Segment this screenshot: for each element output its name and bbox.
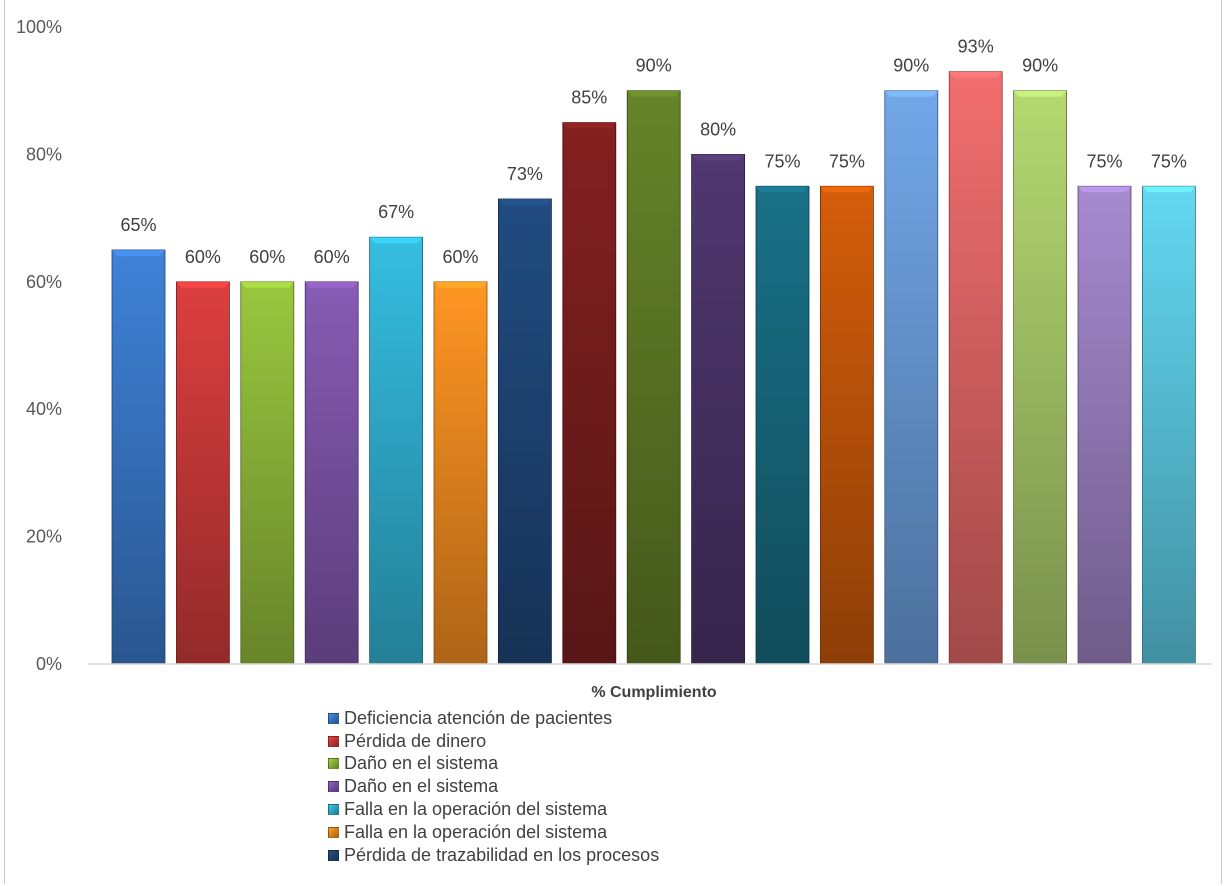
bar-top-cap (1013, 90, 1067, 97)
legend-swatch (328, 781, 339, 793)
bar (433, 281, 488, 665)
bar (240, 281, 295, 665)
data-label: 75% (1086, 151, 1122, 171)
data-label: 75% (1151, 151, 1187, 171)
y-tick-label: 60% (26, 272, 62, 292)
bar (497, 198, 552, 665)
legend-swatch (328, 758, 339, 770)
legend-item: Daño en el sistema (328, 775, 659, 798)
y-tick-label: 40% (26, 399, 62, 419)
y-tick-label: 100% (16, 17, 62, 37)
legend: Deficiencia atención de pacientes Pérdida… (328, 707, 659, 867)
bar-top-cap (498, 198, 552, 205)
legend-item: Falla en la operación del sistema (328, 821, 659, 844)
data-label: 75% (829, 151, 865, 171)
y-tick-label: 80% (26, 144, 62, 164)
bar-top-cap (884, 90, 938, 97)
bar (1142, 185, 1196, 665)
data-labels-group: 65% 60% 60% 60% 67% 60% 73% 85% 90% 80% 75% 75% 90% 9… (120, 37, 1186, 267)
legend-item: Pérdida de trazabilidad en los procesos (328, 844, 659, 867)
bar-top-cap (240, 281, 294, 288)
legend-item: Falla en la operación del sistema (328, 798, 659, 821)
bar-top-cap (691, 154, 745, 161)
legend-label: Daño en el sistema (344, 776, 499, 797)
legend-label: Falla en la operación del sistema (344, 799, 608, 820)
legend-label: Falla en la operación del sistema (344, 821, 608, 842)
legend-swatch (328, 712, 339, 724)
legend-label: Deficiencia atención de pacientes (344, 707, 613, 728)
bar-top-cap (627, 90, 681, 97)
data-label: 75% (764, 151, 800, 171)
data-label: 65% (120, 215, 156, 235)
legend-item: Pérdida de dinero (328, 730, 659, 753)
bar-top-cap (756, 186, 809, 193)
legend-item: Daño en el sistema (328, 753, 659, 776)
legend-swatch (328, 804, 339, 816)
y-axis: 0% 20% 40% 60% 80% 100% (16, 17, 62, 674)
data-label: 67% (378, 202, 414, 222)
legend-label: Pérdida de trazabilidad en los procesos (344, 844, 660, 865)
x-axis-title: % Cumplimiento (591, 684, 717, 700)
bar (626, 90, 681, 665)
data-label: 80% (700, 119, 736, 139)
legend-item: Deficiencia atención de pacientes (328, 707, 659, 730)
data-label: 85% (571, 88, 607, 108)
bar (304, 281, 359, 665)
data-label: 90% (1022, 56, 1058, 76)
legend-label: Daño en el sistema (344, 753, 499, 774)
data-label: 90% (636, 56, 672, 76)
bar (111, 249, 166, 665)
data-label: 60% (442, 247, 478, 267)
chart-frame (4, 0, 1222, 884)
data-label: 90% (893, 56, 929, 76)
bar-top-cap (949, 71, 1003, 78)
bar (1077, 185, 1132, 665)
bar-top-cap (305, 281, 359, 288)
bar-top-cap (1078, 186, 1131, 193)
bar (755, 185, 810, 665)
bar-top-cap (820, 186, 874, 193)
bar (691, 153, 745, 665)
bar (369, 236, 424, 665)
data-label: 73% (507, 164, 543, 184)
data-label: 60% (185, 247, 221, 267)
legend-swatch (328, 826, 339, 838)
bar-top-cap (112, 249, 165, 256)
bar (562, 122, 617, 665)
bar-top-cap (176, 281, 230, 288)
legend-swatch (328, 849, 339, 861)
y-tick-label: 0% (36, 654, 62, 674)
bar (1013, 90, 1067, 665)
bar (948, 71, 1003, 665)
legend-swatch (328, 735, 339, 747)
data-label: 60% (249, 247, 285, 267)
bars-group (111, 71, 1196, 665)
data-label: 93% (958, 37, 994, 57)
chart-title-fragment: - (600, 0, 626, 8)
bar (884, 90, 939, 665)
y-tick-label: 20% (26, 527, 62, 547)
data-label: 60% (314, 247, 350, 267)
bar-top-cap (1142, 186, 1196, 193)
bar (175, 281, 230, 665)
bar-top-cap (434, 281, 487, 288)
bar-top-cap (369, 237, 423, 244)
bar-chart: 0% 20% 40% 60% 80% 100% 65% 60% 60% 60% 67% 60% 73%… (16, 17, 1212, 700)
legend-label: Pérdida de dinero (344, 730, 487, 751)
bar-top-cap (562, 122, 616, 129)
bar (820, 185, 874, 665)
